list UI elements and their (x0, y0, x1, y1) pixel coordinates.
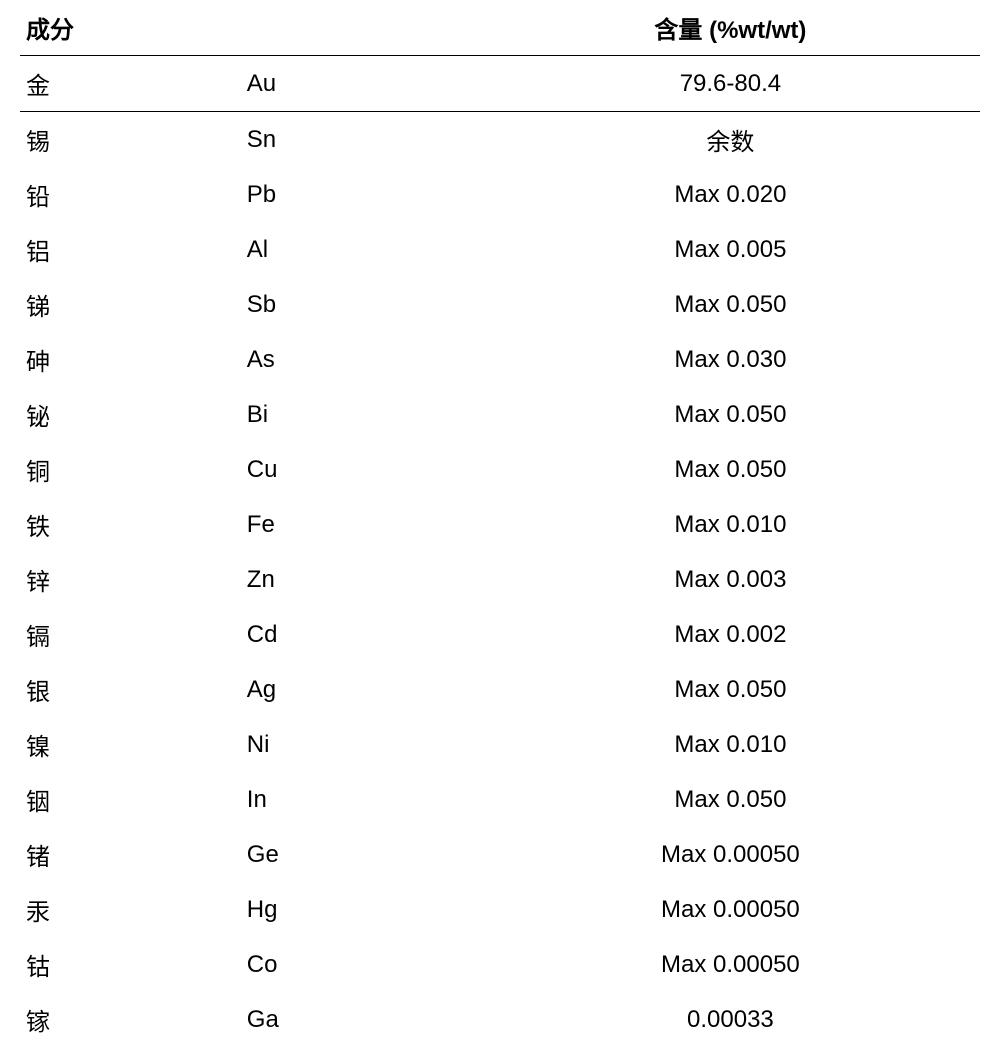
element-amount: Max 0.050 (481, 277, 980, 332)
element-amount: 余数 (481, 112, 980, 168)
page: 成分 含量 (%wt/wt) 金Au79.6-80.4锡Sn余数铅PbMax 0… (0, 0, 1000, 949)
element-name: 锑 (20, 277, 241, 332)
element-symbol: Ni (241, 717, 481, 772)
element-name: 砷 (20, 332, 241, 387)
element-name: 钴 (20, 937, 241, 992)
table-row: 镍NiMax 0.010 (20, 717, 980, 772)
element-name: 镓 (20, 992, 241, 1047)
element-name: 镉 (20, 607, 241, 662)
table-row: 铅PbMax 0.020 (20, 167, 980, 222)
table-row: 镓Ga0.00033 (20, 992, 980, 1047)
element-amount: 79.6-80.4 (481, 56, 980, 112)
table-header-row: 成分 含量 (%wt/wt) (20, 0, 980, 56)
element-symbol: Ag (241, 662, 481, 717)
header-amount: 含量 (%wt/wt) (481, 0, 980, 56)
element-symbol: Ga (241, 992, 481, 1047)
element-symbol: Zn (241, 552, 481, 607)
table-row: 金Au79.6-80.4 (20, 56, 980, 112)
element-symbol: Al (241, 222, 481, 277)
element-amount: Max 0.002 (481, 607, 980, 662)
element-amount: 0.00033 (481, 992, 980, 1047)
element-amount: Max 0.003 (481, 552, 980, 607)
table-body: 金Au79.6-80.4锡Sn余数铅PbMax 0.020铝AlMax 0.00… (20, 56, 980, 1047)
element-symbol: Bi (241, 387, 481, 442)
element-symbol: Cu (241, 442, 481, 497)
table-row: 铟InMax 0.050 (20, 772, 980, 827)
table-row: 铋BiMax 0.050 (20, 387, 980, 442)
composition-table: 成分 含量 (%wt/wt) 金Au79.6-80.4锡Sn余数铅PbMax 0… (20, 0, 980, 1047)
element-amount: Max 0.005 (481, 222, 980, 277)
element-symbol: Hg (241, 882, 481, 937)
element-name: 镍 (20, 717, 241, 772)
element-amount: Max 0.00050 (481, 882, 980, 937)
element-amount: Max 0.010 (481, 717, 980, 772)
table-row: 锗GeMax 0.00050 (20, 827, 980, 882)
element-symbol: Sb (241, 277, 481, 332)
element-name: 铋 (20, 387, 241, 442)
element-amount: Max 0.050 (481, 387, 980, 442)
element-symbol: Pb (241, 167, 481, 222)
table-row: 铁FeMax 0.010 (20, 497, 980, 552)
table-row: 镉CdMax 0.002 (20, 607, 980, 662)
element-name: 铝 (20, 222, 241, 277)
header-component: 成分 (20, 0, 481, 56)
element-symbol: Fe (241, 497, 481, 552)
element-symbol: Co (241, 937, 481, 992)
element-symbol: As (241, 332, 481, 387)
element-amount: Max 0.030 (481, 332, 980, 387)
table-row: 锑SbMax 0.050 (20, 277, 980, 332)
element-name: 锗 (20, 827, 241, 882)
element-amount: Max 0.00050 (481, 937, 980, 992)
element-amount: Max 0.00050 (481, 827, 980, 882)
element-amount: Max 0.050 (481, 772, 980, 827)
table-row: 砷AsMax 0.030 (20, 332, 980, 387)
table-row: 汞HgMax 0.00050 (20, 882, 980, 937)
element-amount: Max 0.020 (481, 167, 980, 222)
element-symbol: Ge (241, 827, 481, 882)
element-name: 铅 (20, 167, 241, 222)
element-name: 铟 (20, 772, 241, 827)
element-symbol: In (241, 772, 481, 827)
table-row: 锌ZnMax 0.003 (20, 552, 980, 607)
element-symbol: Au (241, 56, 481, 112)
element-amount: Max 0.050 (481, 662, 980, 717)
element-name: 锌 (20, 552, 241, 607)
table-row: 钴CoMax 0.00050 (20, 937, 980, 992)
element-symbol: Cd (241, 607, 481, 662)
element-name: 铁 (20, 497, 241, 552)
element-name: 铜 (20, 442, 241, 497)
element-name: 银 (20, 662, 241, 717)
element-amount: Max 0.010 (481, 497, 980, 552)
table-row: 银AgMax 0.050 (20, 662, 980, 717)
element-symbol: Sn (241, 112, 481, 168)
element-name: 金 (20, 56, 241, 112)
table-row: 锡Sn余数 (20, 112, 980, 168)
table-row: 铝AlMax 0.005 (20, 222, 980, 277)
element-amount: Max 0.050 (481, 442, 980, 497)
element-name: 汞 (20, 882, 241, 937)
element-name: 锡 (20, 112, 241, 168)
table-row: 铜CuMax 0.050 (20, 442, 980, 497)
